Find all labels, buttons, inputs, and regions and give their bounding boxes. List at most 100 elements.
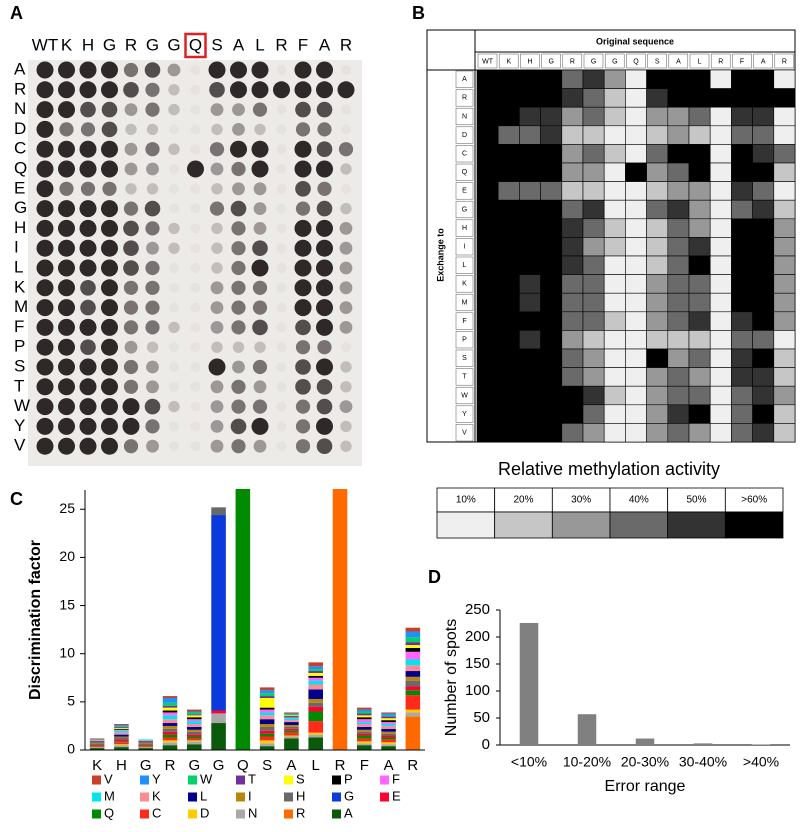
heatmap-cell (667, 88, 690, 108)
blot-spot (144, 62, 161, 78)
heatmap-cell (646, 106, 669, 127)
bar-segment (308, 669, 323, 672)
heatmap-row-label: Q (462, 169, 468, 176)
heatmap-cell (582, 199, 605, 220)
blot-spot (101, 101, 118, 118)
bar-segment (405, 631, 421, 638)
bar-segment (357, 738, 372, 742)
bar-segment (284, 738, 299, 750)
heatmap-cell (497, 330, 520, 350)
blot-spot (253, 222, 267, 235)
bar-segment (89, 740, 105, 742)
bar-segment (89, 744, 105, 746)
bar-segment (308, 702, 323, 707)
bar-segment (357, 745, 372, 750)
row-header-cell (455, 386, 474, 405)
x-tick-label: A (286, 757, 296, 774)
heatmap-cell (497, 218, 520, 238)
heatmap-column-label: S (655, 58, 660, 65)
heatmap-title: Original sequence (596, 36, 674, 46)
heatmap-cell (709, 162, 732, 182)
bar-segment (162, 728, 178, 732)
heatmap-cell (625, 218, 647, 238)
heatmap-cell (667, 218, 690, 238)
legend-label: 30% (571, 495, 591, 506)
blot-spot (36, 160, 54, 178)
column-header-cell (668, 53, 689, 69)
bar-segment (187, 740, 202, 742)
heatmap-cell (646, 237, 669, 257)
legend-label-cell (551, 487, 611, 513)
heatmap-cell (519, 423, 541, 443)
bar-segment (405, 712, 421, 717)
blot-spot (340, 202, 352, 215)
heatmap-cell (519, 144, 541, 164)
heatmap-cell (646, 404, 669, 424)
legend-swatch (609, 511, 669, 539)
bar-segment (284, 718, 299, 721)
heatmap-cell (731, 162, 753, 182)
blot-spot (58, 437, 75, 455)
blot-spot (169, 342, 179, 353)
heatmap-column-label: G (612, 58, 617, 65)
blot-spot (340, 361, 352, 373)
bar-segment (284, 713, 299, 715)
heatmap-cell (709, 404, 732, 424)
blot-spot (252, 240, 268, 256)
blot-spot (58, 417, 75, 435)
y-tick-label: 250 (465, 601, 490, 618)
heatmap-cell (519, 125, 541, 145)
blot-spot (276, 381, 287, 392)
row-header-cell (455, 405, 474, 423)
blot-spot (341, 183, 351, 194)
heatmap-cell (519, 255, 541, 275)
blot-spot (58, 61, 75, 79)
panel-label: A (10, 3, 23, 23)
blot-spot (145, 320, 160, 335)
blot-spot (101, 417, 118, 435)
heatmap-cell (731, 199, 753, 220)
heatmap-cell (476, 69, 499, 89)
heatmap-cell (519, 237, 541, 257)
heatmap-cell (688, 69, 711, 89)
heatmap-cell (497, 199, 520, 220)
blot-spot (316, 81, 333, 99)
blot-spot (168, 400, 180, 413)
heatmap-cell (497, 385, 520, 406)
blot-spot (101, 239, 118, 257)
heatmap-cell (731, 348, 753, 368)
row-header-cell (455, 163, 474, 181)
heatmap-cell (646, 162, 669, 182)
bar-segment (308, 677, 323, 681)
bar (577, 714, 597, 745)
bar-segment (162, 698, 178, 703)
heatmap-column-label: F (740, 58, 744, 65)
heatmap-cell (582, 69, 605, 89)
blot-spot (123, 220, 139, 237)
heatmap-cell (752, 218, 775, 238)
column-header-cell (583, 53, 604, 69)
bar-segment (89, 741, 105, 743)
bar-segment (308, 672, 323, 676)
bar-segment (357, 743, 372, 746)
heatmap-cell (540, 311, 563, 331)
panel-label: B (412, 3, 425, 23)
bar-segment (187, 736, 202, 739)
heatmap-cell (582, 218, 605, 238)
bar-segment (332, 489, 348, 750)
blot-spot (187, 160, 204, 178)
bar-segment (259, 687, 275, 691)
heatmap-cell (688, 162, 711, 182)
blot-spot (252, 399, 268, 414)
legend-label: N (248, 805, 257, 820)
legend-label-cell (494, 487, 553, 513)
blot-spot (101, 81, 118, 99)
row-header-cell (455, 107, 474, 126)
bar-segment (308, 734, 323, 738)
row-header-cell (455, 219, 474, 237)
blot-spot (79, 378, 97, 396)
heatmap-cell (582, 367, 605, 387)
heatmap-row-label: Y (462, 411, 467, 418)
bar-segment (357, 722, 372, 724)
heatmap-cell (561, 292, 584, 313)
